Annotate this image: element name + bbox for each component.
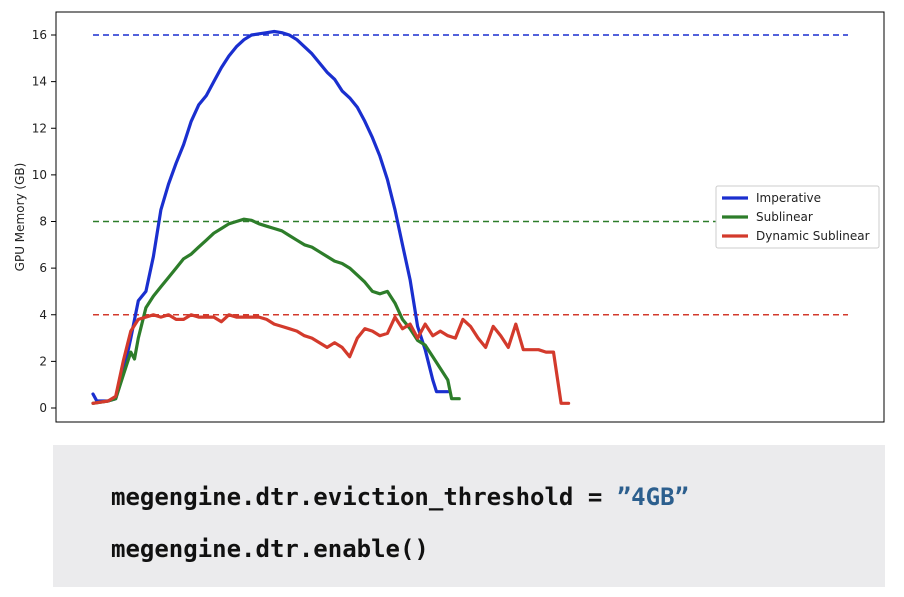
reference-lines [93,34,848,316]
code-line-eviction-threshold: megengine.dtr.eviction_threshold = ”4GB” [111,483,689,511]
y-tick-label: 4 [39,308,47,322]
y-tick-label: 2 [39,354,47,368]
y-tick-label: 14 [32,75,47,89]
y-tick-label: 6 [39,261,47,275]
series-line [91,29,450,403]
y-tick-label: 10 [32,168,47,182]
legend-label: Imperative [756,191,821,205]
legend: Imperative Sublinear Dynamic Sublinear [715,185,880,249]
series-line [91,313,571,405]
memory-chart: 0 2 4 6 8 10 12 14 16 GPU Memory (GB) Imperative… [13,11,885,423]
y-axis-label: GPU Memory (GB) [13,163,27,272]
legend-box [715,185,880,249]
legend-label: Sublinear [756,210,813,224]
y-axis-ticks: 0 2 4 6 8 10 12 14 16 [32,28,56,415]
y-tick-label: 16 [32,28,47,42]
code-threshold-string: ”4GB” [616,483,689,511]
code-line-enable: megengine.dtr.enable() [111,535,429,563]
legend-label: Dynamic Sublinear [756,229,870,243]
series-lines [91,29,571,405]
code-line1-prefix: megengine.dtr.eviction_threshold = [111,483,617,511]
y-tick-label: 0 [39,401,47,415]
code-snippet-panel: megengine.dtr.eviction_threshold = ”4GB”… [53,445,885,587]
y-tick-label: 12 [32,121,47,135]
y-tick-label: 8 [39,215,47,229]
series-line [91,217,461,405]
